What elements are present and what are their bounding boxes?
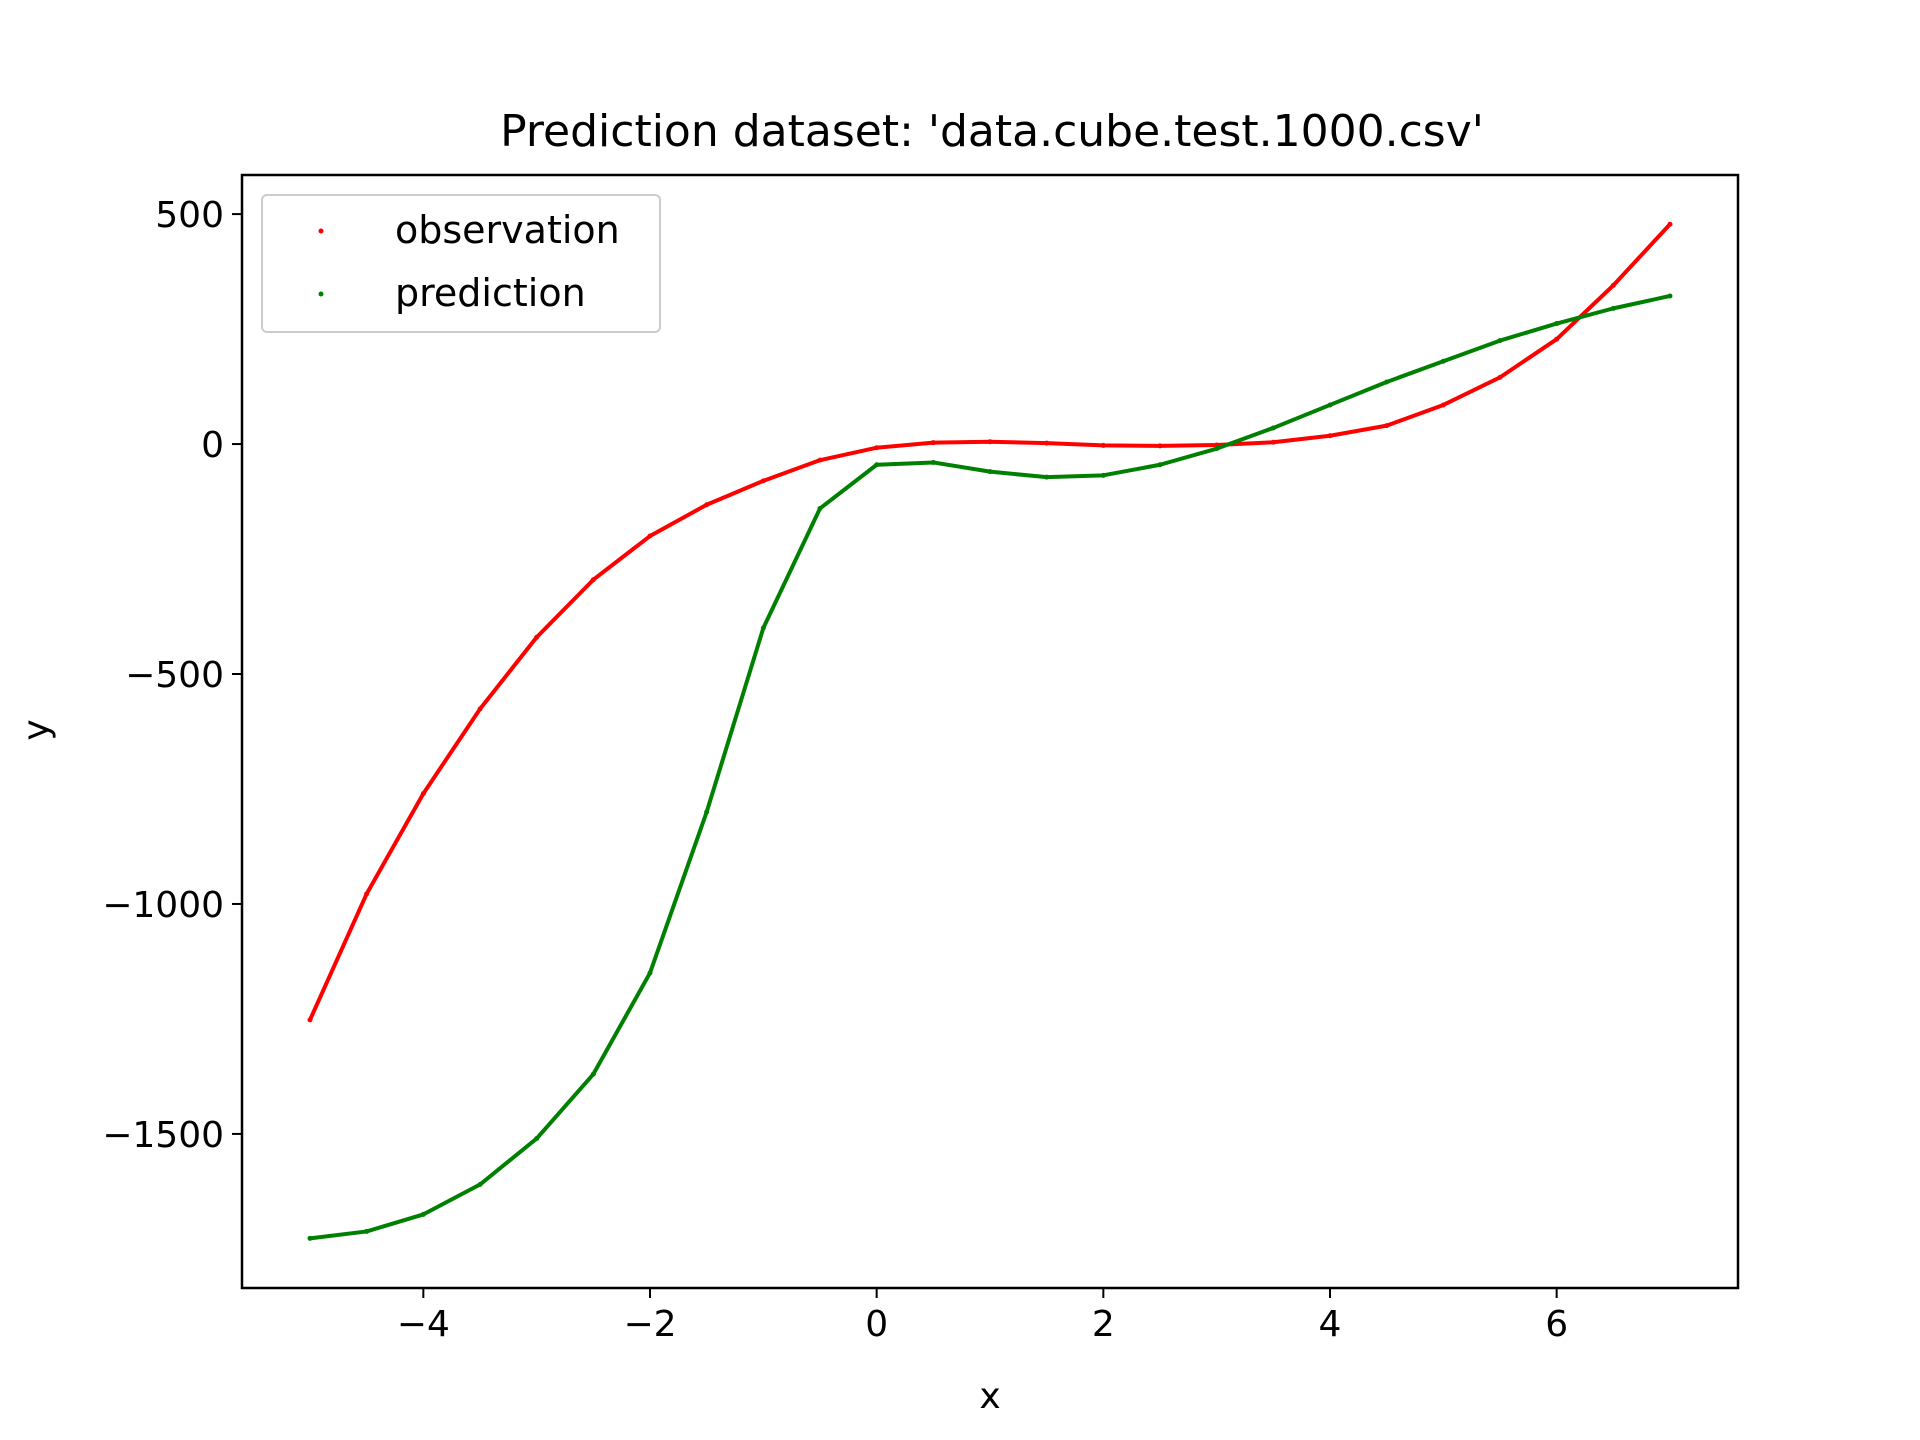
observation-point [647, 533, 653, 539]
observation-point [1270, 439, 1276, 445]
chart-title: Prediction dataset: 'data.cube.test.1000… [500, 106, 1484, 157]
prediction-point [704, 809, 710, 815]
observation-point [760, 478, 766, 484]
observation-point [534, 634, 540, 640]
observation-point [1384, 423, 1390, 429]
y-tick-label: −1500 [102, 1115, 224, 1156]
x-tick-label: 4 [1319, 1304, 1342, 1345]
x-axis-label: x [979, 1376, 1000, 1417]
observation-point [1497, 374, 1503, 380]
y-axis-label: y [16, 719, 57, 740]
prediction-point [1214, 446, 1220, 452]
observation-point [1100, 442, 1106, 448]
observation-point [1157, 443, 1163, 449]
legend-marker-prediction [318, 291, 324, 297]
observation-point [1554, 336, 1560, 342]
x-axis: −4 −2 0 2 4 6 [397, 1288, 1568, 1345]
observation-point [364, 891, 370, 897]
x-tick-label: −4 [397, 1304, 450, 1345]
observation-point [477, 706, 483, 712]
prediction-point [307, 1235, 313, 1241]
prediction-point [930, 459, 936, 465]
observation-point [1327, 433, 1333, 439]
x-tick-label: −2 [623, 1304, 676, 1345]
prediction-point [477, 1182, 483, 1188]
plot-area-points [307, 221, 1673, 1241]
observation-trace [308, 222, 1672, 1022]
plot-frame [240, 173, 1740, 1290]
y-tick-label: −500 [125, 655, 224, 696]
prediction-point [1554, 321, 1560, 327]
series-prediction [307, 293, 1673, 1241]
prediction-point [1497, 338, 1503, 344]
observation-point [930, 440, 936, 446]
observation-point [987, 439, 993, 445]
prediction-point [590, 1071, 596, 1077]
prediction-trace [308, 293, 1672, 1241]
prediction-point [1440, 358, 1446, 364]
prediction-point [987, 469, 993, 475]
observation-point [307, 1017, 313, 1023]
observation-point [1044, 440, 1050, 446]
legend-box [261, 194, 661, 333]
x-tick-label: 0 [865, 1304, 888, 1345]
observation-point [874, 445, 880, 451]
observation-point [1667, 221, 1673, 227]
prediction-point [1270, 425, 1276, 431]
y-tick-label: −1000 [102, 885, 224, 926]
prediction-point [1610, 305, 1616, 311]
y-tick-label: 0 [201, 425, 224, 466]
observation-point [1610, 282, 1616, 288]
legend: observation prediction [261, 194, 661, 333]
observation-point [590, 577, 596, 583]
x-tick-label: 2 [1092, 1304, 1115, 1345]
prediction-point [760, 625, 766, 631]
prediction-point [647, 970, 653, 976]
y-axis: 500 0 −500 −1000 −1500 [102, 195, 242, 1156]
prediction-point [534, 1136, 540, 1142]
x-tick-label: 6 [1545, 1304, 1568, 1345]
prediction-point [874, 462, 880, 468]
prediction-point [420, 1211, 426, 1217]
prediction-point [817, 505, 823, 511]
observation-point [1440, 402, 1446, 408]
observation-point [817, 457, 823, 463]
legend-marker-observation [318, 228, 324, 234]
prediction-point [1044, 474, 1050, 480]
prediction-point [1327, 402, 1333, 408]
series-observation [307, 221, 1673, 1023]
legend-label-observation: observation [395, 208, 620, 252]
observation-point [420, 791, 426, 797]
y-tick-label: 500 [155, 195, 224, 236]
prediction-point [1667, 293, 1673, 299]
prediction-point [364, 1228, 370, 1234]
prediction-point [1100, 472, 1106, 478]
prediction-point [1157, 462, 1163, 468]
observation-point [704, 502, 710, 508]
legend-label-prediction: prediction [395, 271, 586, 315]
prediction-point [1384, 379, 1390, 385]
